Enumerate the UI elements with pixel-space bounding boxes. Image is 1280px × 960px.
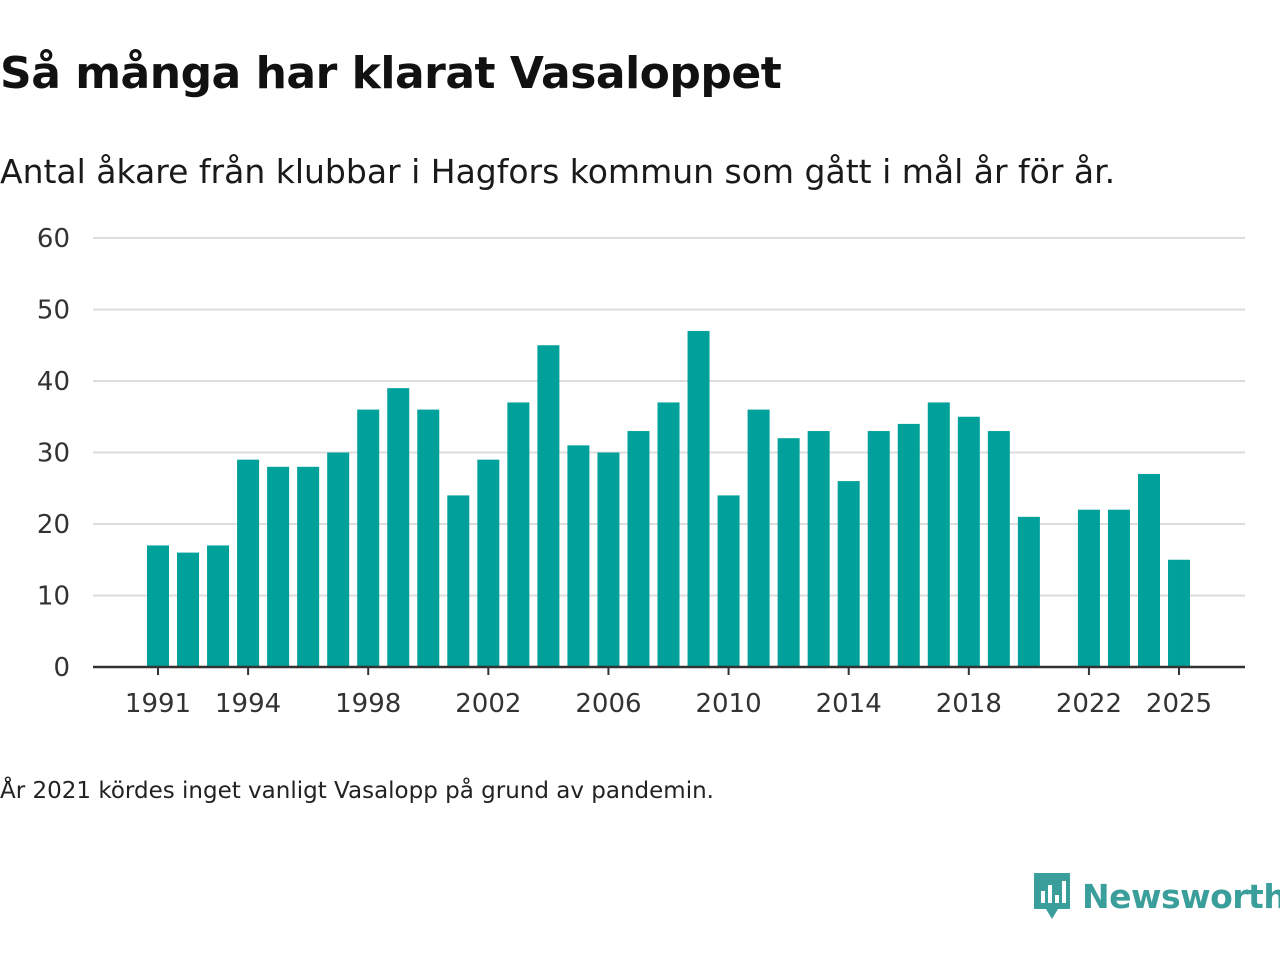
y-tick-label: 10 [37,582,70,612]
x-tick-label: 1998 [335,689,401,719]
bar [627,431,650,667]
x-tick-label: 1991 [125,689,191,719]
y-tick-label: 60 [37,224,70,254]
bar [897,423,920,667]
bar [837,481,860,667]
bar [927,402,950,667]
bar [1077,509,1100,667]
chart-title: Så många har klarat Vasaloppet [0,48,782,99]
bar [327,452,350,667]
bar [357,409,380,667]
bar [717,495,740,667]
bar [417,409,440,667]
bar [387,388,410,667]
y-tick-label: 50 [37,296,70,326]
bar [207,545,230,667]
bar [957,416,980,667]
bar [687,330,710,667]
x-tick-label: 2006 [575,689,641,719]
bar [807,431,830,667]
bar [567,445,590,667]
bar [747,409,770,667]
x-tick-label: 2014 [816,689,882,719]
bar [1168,559,1191,667]
footnote: År 2021 kördes inget vanligt Vasalopp på… [0,778,714,804]
x-tick-label: 1994 [215,689,281,719]
bar [147,545,169,667]
bar [777,438,800,667]
bar [267,466,290,667]
bar [447,495,470,667]
bar [1107,509,1130,667]
y-tick-label: 0 [53,653,70,683]
bar [867,431,890,667]
bar-chart: 0 10 20 30 40 50 60 1991 1994 1998 2002 2006 2010 201… [37,224,1245,719]
x-tick-label: 2025 [1146,689,1212,719]
bar [1137,473,1160,667]
x-tick-label: 2002 [455,689,521,719]
bar [177,552,200,667]
y-tick-label: 40 [37,367,70,397]
bar [1017,516,1040,667]
x-tick-label: 2010 [695,689,761,719]
y-tick-label: 30 [37,439,70,469]
brand-name: Newsworthy [1082,876,1280,916]
newsworthy-logo-icon [1034,873,1070,919]
bar [537,345,560,667]
bar [297,466,320,667]
x-tick-label: 2018 [936,689,1002,719]
bar [237,459,260,667]
bar [477,459,500,667]
chart-subtitle: Antal åkare från klubbar i Hagfors kommu… [0,152,1116,191]
y-tick-label: 20 [37,510,70,540]
brand-logo: Newsworthy [1032,870,1280,922]
bar [657,402,680,667]
x-tick-label: 2022 [1056,689,1122,719]
bar [507,402,530,667]
bar [987,431,1010,667]
bar [597,452,620,667]
